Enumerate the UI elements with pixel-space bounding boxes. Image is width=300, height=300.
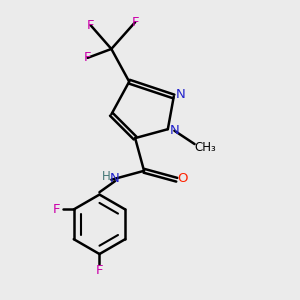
Text: H: H — [102, 170, 110, 183]
Text: N: N — [169, 124, 179, 137]
Text: F: F — [96, 265, 103, 278]
Text: O: O — [177, 172, 188, 185]
Text: F: F — [87, 19, 94, 32]
Text: F: F — [131, 16, 139, 29]
Text: F: F — [84, 51, 91, 64]
Text: N: N — [176, 88, 185, 100]
Text: CH₃: CH₃ — [194, 140, 216, 154]
Text: F: F — [53, 203, 61, 216]
Text: N: N — [110, 172, 120, 185]
